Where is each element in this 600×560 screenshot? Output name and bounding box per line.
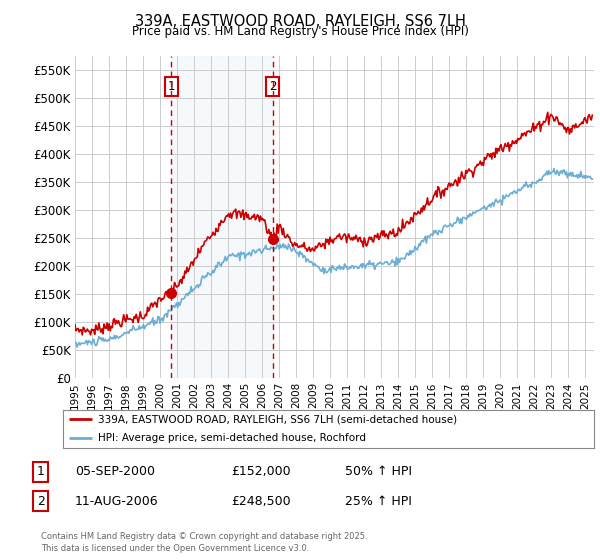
Text: 339A, EASTWOOD ROAD, RAYLEIGH, SS6 7LH (semi-detached house): 339A, EASTWOOD ROAD, RAYLEIGH, SS6 7LH (… [98,414,457,424]
Text: 25% ↑ HPI: 25% ↑ HPI [345,494,412,508]
Text: 05-SEP-2000: 05-SEP-2000 [75,465,155,478]
Text: 339A, EASTWOOD ROAD, RAYLEIGH, SS6 7LH: 339A, EASTWOOD ROAD, RAYLEIGH, SS6 7LH [134,14,466,29]
Text: 1: 1 [37,465,45,478]
Text: 2: 2 [37,494,45,508]
Text: 1: 1 [168,80,175,93]
Text: £248,500: £248,500 [231,494,290,508]
Text: Price paid vs. HM Land Registry's House Price Index (HPI): Price paid vs. HM Land Registry's House … [131,25,469,38]
Text: Contains HM Land Registry data © Crown copyright and database right 2025.
This d: Contains HM Land Registry data © Crown c… [41,533,367,553]
Text: HPI: Average price, semi-detached house, Rochford: HPI: Average price, semi-detached house,… [98,433,365,444]
Bar [172,56,272,378]
Text: £152,000: £152,000 [231,465,290,478]
Text: 11-AUG-2006: 11-AUG-2006 [75,494,158,508]
Text: 50% ↑ HPI: 50% ↑ HPI [345,465,412,478]
Text: 2: 2 [269,80,277,93]
